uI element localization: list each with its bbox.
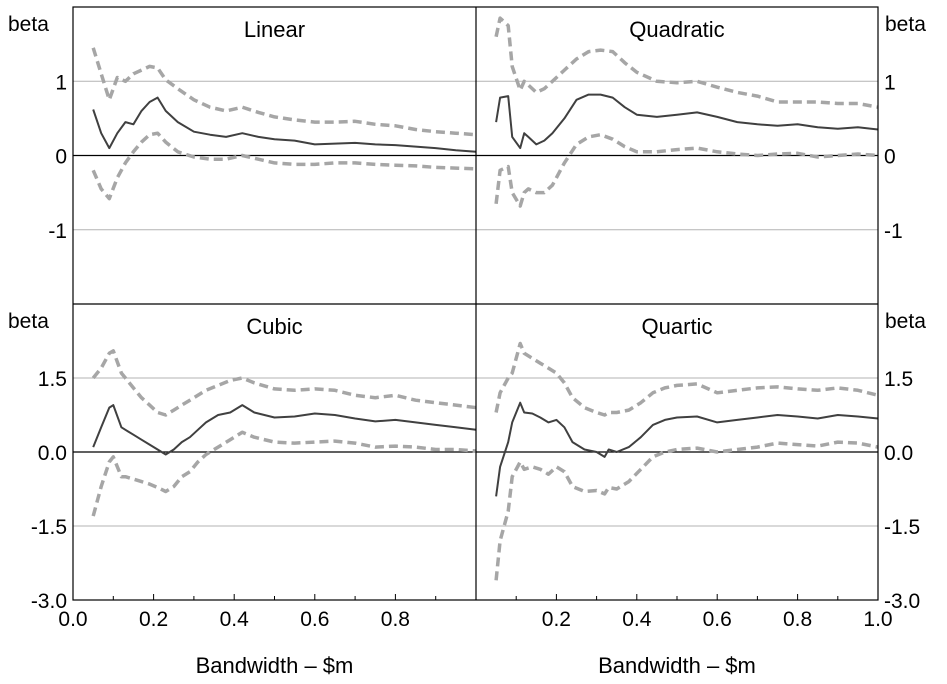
estimate-line xyxy=(495,401,879,497)
y-tick-label: 1.5 xyxy=(884,368,913,391)
x-tick-label: 0.6 xyxy=(300,608,329,631)
x-axis-label: Bandwidth – $m xyxy=(598,653,756,678)
panel-quadratic: Quadratic beta 1 0 -1 xyxy=(476,13,926,243)
chart-panels: Linear beta 1 0 -1 Quadratic beta 1 0 -1 Cubic beta… xyxy=(8,13,926,678)
lower-band-line xyxy=(91,131,477,201)
y-tick-label: -1.5 xyxy=(884,516,920,539)
y-tick-label: 0 xyxy=(55,146,67,169)
y-axis-label: beta xyxy=(8,310,49,333)
y-tick-label: -1 xyxy=(884,220,903,243)
y-tick-label: -1 xyxy=(48,220,67,243)
y-tick-label: -3.0 xyxy=(884,590,920,613)
panel-title: Quadratic xyxy=(629,17,724,42)
y-tick-label: -3.0 xyxy=(31,590,67,613)
upper-band-line xyxy=(494,341,879,417)
x-tick-label: 0.8 xyxy=(381,608,410,631)
x-tick-label: 1.0 xyxy=(863,608,892,631)
x-tick-label: 0.2 xyxy=(542,608,571,631)
upper-band-line xyxy=(91,349,477,417)
y-tick-label: 0.0 xyxy=(884,442,913,465)
x-tick-label: 0.4 xyxy=(622,608,652,631)
y-tick-label: 0.0 xyxy=(38,442,67,465)
lower-band-line xyxy=(91,430,477,517)
y-tick-label: 1 xyxy=(55,71,67,94)
estimate-line xyxy=(495,93,879,150)
x-tick-label: 0.0 xyxy=(58,608,87,631)
y-tick-label: -1.5 xyxy=(31,516,67,539)
panel-title: Cubic xyxy=(246,314,302,339)
estimate-line xyxy=(92,96,477,153)
panel-quartic: Quartic beta 1.5 0.0 -1.5 -3.0 0.2 0.4 0.6 0.8 1.0… xyxy=(476,310,926,678)
x-tick-label: 0.2 xyxy=(139,608,168,631)
y-axis-label: beta xyxy=(885,310,926,333)
lower-band-line xyxy=(494,440,879,581)
panel-linear: Linear beta 1 0 -1 xyxy=(8,13,477,243)
y-tick-label: 1.5 xyxy=(38,368,67,391)
x-tick-label: 0.4 xyxy=(220,608,250,631)
y-axis-label: beta xyxy=(885,13,926,36)
x-axis-label: Bandwidth – $m xyxy=(196,653,354,678)
chart-frame xyxy=(72,6,879,601)
panel-title: Linear xyxy=(244,17,305,42)
y-axis-label: beta xyxy=(8,13,49,36)
x-tick-label: 0.6 xyxy=(703,608,732,631)
lower-band-line xyxy=(494,132,879,208)
panel-title: Quartic xyxy=(642,314,713,339)
estimate-line xyxy=(92,404,477,456)
y-tick-label: 0 xyxy=(884,146,896,169)
x-tick-label: 0.8 xyxy=(783,608,812,631)
upper-band-line xyxy=(494,16,879,109)
y-tick-label: 1 xyxy=(884,71,896,94)
upper-band-line xyxy=(91,47,477,137)
